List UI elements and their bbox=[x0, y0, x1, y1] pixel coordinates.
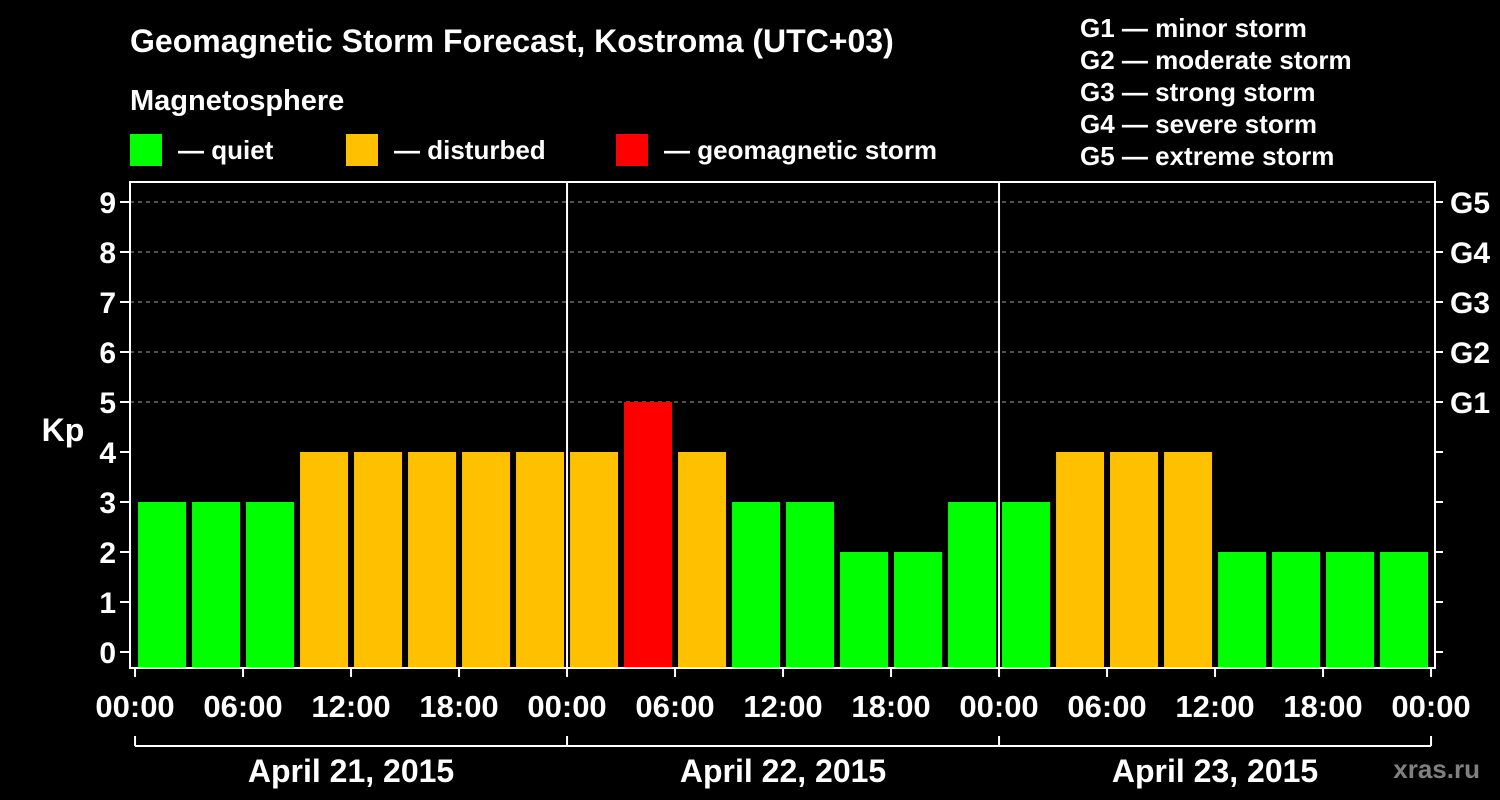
x-tick-label: 12:00 bbox=[743, 689, 822, 724]
g-level-tick-label: G1 bbox=[1450, 387, 1490, 420]
kp-bar bbox=[1326, 552, 1375, 668]
storm-scale-g1: G1 — minor storm bbox=[1080, 13, 1307, 43]
y-tick-label: 2 bbox=[99, 537, 116, 570]
color-legend: — quiet — disturbed — geomagnetic storm bbox=[130, 134, 937, 166]
g-level-tick-label: G5 bbox=[1450, 187, 1490, 220]
kp-bar bbox=[408, 452, 457, 668]
kp-bar bbox=[1164, 452, 1213, 668]
kp-bar bbox=[1218, 552, 1267, 668]
legend-label-disturbed: — disturbed bbox=[394, 135, 546, 165]
x-tick-label: 06:00 bbox=[1067, 689, 1146, 724]
g-level-tick-label: G4 bbox=[1450, 237, 1490, 270]
x-tick-label: 06:00 bbox=[635, 689, 714, 724]
x-tick-label: 12:00 bbox=[311, 689, 390, 724]
g-level-tick-label: G2 bbox=[1450, 337, 1490, 370]
kp-bar bbox=[300, 452, 349, 668]
gridlines bbox=[130, 201, 1435, 403]
legend-heading: Magnetosphere bbox=[130, 85, 344, 117]
kp-bar bbox=[732, 502, 781, 668]
kp-bar bbox=[1380, 552, 1429, 668]
chart-title: Geomagnetic Storm Forecast, Kostroma (UT… bbox=[130, 23, 894, 59]
watermark: xras.ru bbox=[1393, 754, 1480, 784]
kp-bar bbox=[354, 452, 403, 668]
kp-bar bbox=[246, 502, 295, 668]
legend-swatch-quiet bbox=[130, 134, 162, 166]
y-tick-label: 8 bbox=[99, 237, 116, 270]
storm-scale-g3: G3 — strong storm bbox=[1080, 77, 1315, 107]
day-label: April 23, 2015 bbox=[1112, 753, 1318, 789]
x-tick-label: 00:00 bbox=[959, 689, 1038, 724]
y-tick-label: 7 bbox=[99, 287, 116, 320]
storm-scale-g4: G4 — severe storm bbox=[1080, 109, 1317, 139]
x-tick-label: 18:00 bbox=[851, 689, 930, 724]
legend-label-quiet: — quiet bbox=[178, 135, 274, 165]
kp-bar bbox=[786, 502, 835, 668]
kp-bars bbox=[138, 402, 1429, 668]
kp-bar bbox=[138, 502, 187, 668]
legend-swatch-storm bbox=[616, 134, 648, 166]
y-tick-label: 0 bbox=[99, 637, 116, 670]
y-tick-label: 6 bbox=[99, 337, 116, 370]
legend-swatch-disturbed bbox=[346, 134, 378, 166]
kp-bar bbox=[192, 502, 241, 668]
kp-bar bbox=[516, 452, 565, 668]
axes: 0 1 2 3 4 5 6 7 8 9 G1 G2 G3 G4 G5 00:00 06:00 12:00 18:00… bbox=[95, 181, 1490, 789]
kp-bar bbox=[1056, 452, 1105, 668]
legend-label-storm: — geomagnetic storm bbox=[664, 135, 937, 165]
day-label: April 21, 2015 bbox=[248, 753, 454, 789]
x-tick-label: 06:00 bbox=[203, 689, 282, 724]
kp-bar bbox=[570, 452, 619, 668]
x-tick-label: 00:00 bbox=[527, 689, 606, 724]
storm-scale-legend: G1 — minor storm G2 — moderate storm G3 … bbox=[1080, 13, 1352, 171]
y-tick-label: 4 bbox=[99, 437, 116, 470]
kp-bar bbox=[624, 402, 673, 668]
kp-bar bbox=[1110, 452, 1159, 668]
x-tick-label: 18:00 bbox=[419, 689, 498, 724]
kp-bar bbox=[678, 452, 727, 668]
x-tick-label: 18:00 bbox=[1283, 689, 1362, 724]
x-tick-label: 00:00 bbox=[1391, 689, 1470, 724]
kp-bar bbox=[894, 552, 943, 668]
storm-scale-g5: G5 — extreme storm bbox=[1080, 141, 1334, 171]
y-axis-title: Kp bbox=[42, 412, 85, 448]
y-tick-label: 9 bbox=[99, 187, 116, 220]
y-tick-label: 3 bbox=[99, 487, 116, 520]
x-tick-label: 12:00 bbox=[1175, 689, 1254, 724]
x-tick-label: 00:00 bbox=[95, 689, 174, 724]
y-tick-label: 5 bbox=[99, 387, 116, 420]
day-label: April 22, 2015 bbox=[680, 753, 886, 789]
kp-bar bbox=[462, 452, 511, 668]
kp-bar bbox=[948, 502, 997, 668]
kp-bar bbox=[1272, 552, 1321, 668]
kp-bar bbox=[1002, 502, 1051, 668]
kp-bar bbox=[840, 552, 889, 668]
g-level-tick-label: G3 bbox=[1450, 287, 1490, 320]
storm-scale-g2: G2 — moderate storm bbox=[1080, 45, 1352, 75]
y-tick-label: 1 bbox=[99, 587, 116, 620]
